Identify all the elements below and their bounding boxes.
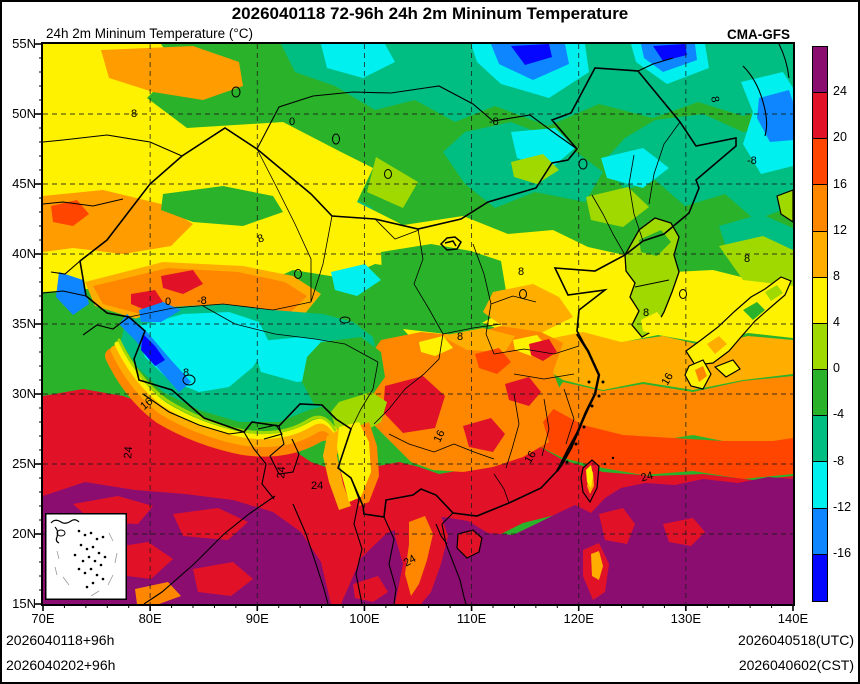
contour-value-label: 24 (275, 465, 289, 480)
temperature-map: 8 0 8 -8 8 -8 0 -8 8 16 24 24 24 8 8 16 16 24 16 24 8 8 (43, 44, 793, 604)
colorbar-cell (813, 185, 827, 232)
colorbar-cell (813, 554, 827, 601)
colorbar-cell (813, 416, 827, 463)
contour-value-label: 8 (131, 108, 138, 120)
colorbar-cell (813, 370, 827, 417)
contour-value-label: 8 (183, 367, 190, 379)
lat-axis-label: 55N (12, 36, 36, 51)
colorbar-cell (813, 277, 827, 324)
contour-value-label: 24 (122, 445, 136, 460)
lon-axis-label: 70E (31, 611, 55, 626)
footer-valid-time-utc: 2026040518(UTC) (738, 632, 854, 648)
lat-axis-label: 15N (12, 596, 36, 611)
lon-axis-label: 80E (138, 611, 162, 626)
footer-valid-time-cst: 2026040602(CST) (738, 657, 854, 673)
colorbar-tick-label: -16 (833, 545, 852, 560)
contour-value-label: 8 (643, 307, 650, 319)
plot-subtitle: 24h 2m Mininum Temperature (°C) (46, 26, 253, 41)
colorbar-cell (813, 323, 827, 371)
colorbar-cell (813, 47, 827, 94)
lat-axis-label: 30N (12, 386, 36, 401)
lon-axis-label: 90E (245, 611, 269, 626)
lat-axis-label: 35N (12, 316, 36, 331)
lat-axis-label: 50N (12, 106, 36, 121)
graticule-gridlines (43, 44, 793, 604)
map-plot-frame: 8 0 8 -8 8 -8 0 -8 8 16 24 24 24 8 8 16 16 24 16 24 8 8 (41, 42, 795, 606)
page-title: 2026040118 72-96h 24h 2m Mininum Tempera… (231, 4, 629, 23)
contour-value-label: -8 (197, 295, 207, 307)
colorbar-tick-label: 12 (833, 222, 847, 237)
lon-axis-label: 140E (777, 611, 809, 626)
contour-value-label: 0 (289, 116, 296, 128)
colorbar-tick-label: -12 (833, 499, 852, 514)
contour-value-label: 0 (165, 296, 172, 308)
lat-axis-label: 25N (12, 456, 36, 471)
temperature-contour-map (43, 44, 793, 604)
colorbar-tick-label: 0 (833, 361, 840, 376)
colorbar-tick-label: -4 (833, 407, 845, 422)
contour-value-label: -8 (747, 155, 757, 167)
colorbar-tick-label: 20 (833, 130, 847, 145)
colorbar-tick-label: 24 (833, 84, 847, 99)
lat-axis-label: 45N (12, 176, 36, 191)
colorbar-tick-label: -8 (833, 453, 845, 468)
lon-axis-label: 110E (456, 611, 487, 626)
contour-value-label: 8 (744, 253, 751, 265)
contour-value-label: 8 (457, 331, 464, 343)
lat-axis-label: 20N (12, 526, 36, 541)
model-name-label: CMA-GFS (727, 27, 790, 42)
colorbar-tick-label: 8 (833, 268, 840, 283)
lon-axis-label: 130E (670, 611, 702, 626)
lon-axis-label: 100E (349, 611, 380, 626)
colorbar-tick-label: 16 (833, 176, 847, 191)
lat-axis-label: 40N (12, 246, 36, 261)
south-china-sea-inset (45, 513, 127, 600)
lon-axis-label: 120E (563, 611, 594, 626)
colorbar-cell (813, 462, 827, 509)
contour-value-label: -8 (489, 116, 499, 128)
footer-init-time-cst: 2026040202+96h (6, 657, 116, 673)
colorbar-cell (813, 93, 827, 140)
temperature-colorbar (812, 46, 828, 602)
colorbar-cell (813, 508, 827, 555)
contour-value-label: 24 (311, 480, 324, 492)
footer-init-time-utc: 2026040118+96h (6, 632, 115, 648)
colorbar-cell (813, 139, 827, 186)
colorbar-cell (813, 231, 827, 278)
contour-value-label: 8 (518, 266, 525, 278)
colorbar-tick-label: 4 (833, 315, 840, 329)
